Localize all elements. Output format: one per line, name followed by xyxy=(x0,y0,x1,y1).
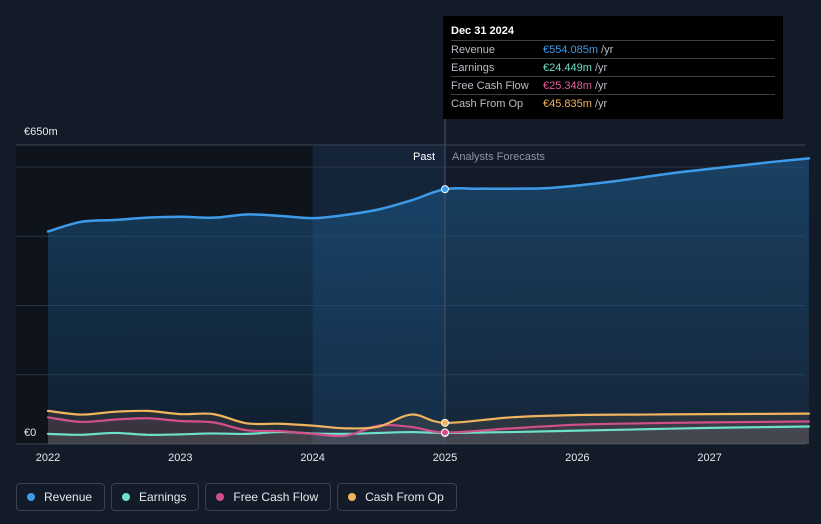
revenue-marker xyxy=(441,185,449,194)
tooltip-unit: /yr xyxy=(601,43,614,56)
tooltip-value: €45.835m xyxy=(543,97,592,110)
series-lines xyxy=(46,157,811,438)
earnings-dot-icon xyxy=(122,493,131,501)
revenue-dot-icon xyxy=(27,493,35,501)
tooltip-unit: /yr xyxy=(594,79,608,92)
free-cash-flow-dot-icon xyxy=(216,493,225,501)
free-cash-flow-marker xyxy=(441,428,449,437)
past-label: Past xyxy=(413,151,435,163)
tooltip: Dec 31 2024 Revenue €554.085m /yr Earnin… xyxy=(443,16,783,119)
tooltip-value: €554.085m xyxy=(543,43,599,56)
x-axis-ticks: 2022 2023 2024 2025 2026 2027 xyxy=(36,452,722,464)
x-tick-label: 2026 xyxy=(565,452,589,464)
series-markers xyxy=(441,185,449,437)
forecast-label: Analysts Forecasts xyxy=(452,151,545,163)
tooltip-label: Cash From Op xyxy=(451,97,524,110)
tooltip-row-free-cash-flow: Free Cash Flow €25.348m /yr xyxy=(451,76,775,94)
legend-label: Revenue xyxy=(44,490,93,504)
tooltip-unit: /yr xyxy=(594,61,608,74)
tooltip-row-earnings: Earnings €24.449m /yr xyxy=(451,58,775,76)
tooltip-row-cash-from-op: Cash From Op €45.835m /yr xyxy=(451,94,775,112)
cash-from-op-area xyxy=(48,410,809,444)
revenue-line xyxy=(46,157,811,233)
legend-item-free-cash-flow[interactable]: Free Cash Flow xyxy=(205,483,332,511)
x-tick-label: 2024 xyxy=(300,452,324,464)
y-axis-ticks: €650m €0 xyxy=(24,126,58,439)
tooltip-row-revenue: Revenue €554.085m /yr xyxy=(451,40,775,58)
legend-item-cash-from-op[interactable]: Cash From Op xyxy=(337,483,457,511)
tooltip-label: Free Cash Flow xyxy=(451,79,529,92)
x-tick-label: 2023 xyxy=(168,452,192,464)
tooltip-unit: /yr xyxy=(594,97,608,110)
legend-label: Earnings xyxy=(139,490,187,504)
y-tick-label-max: €650m xyxy=(24,126,58,138)
legend: Revenue Earnings Free Cash Flow Cash Fro… xyxy=(16,483,457,511)
legend-label: Free Cash Flow xyxy=(233,490,319,504)
legend-item-revenue[interactable]: Revenue xyxy=(16,483,106,511)
legend-item-earnings[interactable]: Earnings xyxy=(111,483,200,511)
tooltip-value: €24.449m xyxy=(543,61,592,74)
x-tick-label: 2022 xyxy=(36,452,60,464)
cash-from-op-dot-icon xyxy=(348,493,357,501)
tooltip-label: Earnings xyxy=(451,61,495,74)
legend-label: Cash From Op xyxy=(365,490,444,504)
tooltip-value: €25.348m xyxy=(543,79,592,92)
tooltip-date: Dec 31 2024 xyxy=(451,25,514,37)
cash-from-op-line xyxy=(46,409,811,430)
tooltip-label: Revenue xyxy=(451,43,496,56)
earnings-line xyxy=(46,425,811,436)
x-tick-label: 2027 xyxy=(697,452,721,464)
x-tick-label: 2025 xyxy=(433,452,457,464)
cash-from-op-marker xyxy=(441,418,449,427)
y-tick-label-min: €0 xyxy=(24,427,36,439)
free-cash-flow-line xyxy=(46,416,811,438)
revenue-area xyxy=(48,158,809,444)
